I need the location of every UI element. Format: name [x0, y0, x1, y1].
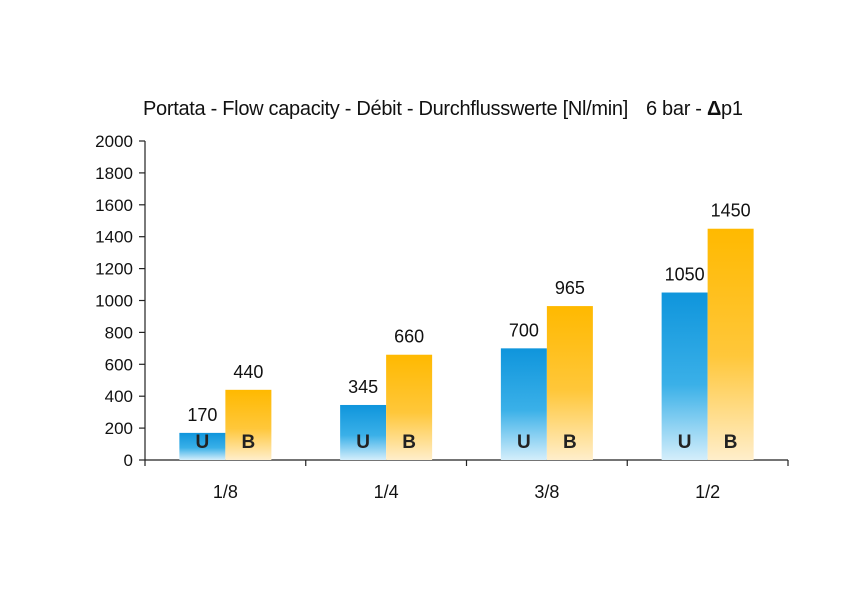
series-letter: B	[402, 432, 416, 453]
y-tick-label: 200	[105, 419, 133, 438]
chart-bars	[179, 228, 754, 460]
chart-title: Portata - Flow capacity - Débit - Durchf…	[143, 98, 743, 121]
chart-subtitle-suffix: p1	[721, 98, 743, 120]
y-tick-label: 400	[105, 387, 133, 406]
y-tick-label: 1400	[95, 228, 133, 247]
series-letter: U	[517, 432, 531, 453]
y-tick-label: 600	[105, 355, 133, 374]
bar-u-3	[661, 292, 708, 460]
data-label: 1050	[665, 265, 705, 285]
data-label: 1450	[711, 201, 751, 221]
delta-symbol: Δ	[706, 98, 722, 120]
data-label: 700	[509, 320, 539, 340]
series-letter: U	[356, 432, 370, 453]
chart-title-main: Portata - Flow capacity - Débit - Durchf…	[143, 98, 628, 120]
chart-axes: 0 200 400 600 800 1000 1200 1400 1600 1800 2000	[95, 132, 789, 470]
series-letter: B	[563, 432, 577, 453]
bar-b-1	[386, 354, 433, 460]
series-letter: B	[724, 432, 738, 453]
y-tick-label: 0	[124, 451, 133, 470]
y-tick-label: 1200	[95, 260, 133, 279]
bar-b-0	[225, 389, 272, 460]
y-tick-label: 1600	[95, 196, 133, 215]
data-label: 965	[555, 278, 585, 298]
y-tick-label: 1800	[95, 164, 133, 183]
chart-subtitle-prefix: 6 bar -	[645, 98, 707, 120]
series-letter: U	[678, 432, 692, 453]
data-label: 660	[394, 327, 424, 347]
y-tick-label: 2000	[95, 132, 133, 151]
bar-b-3	[707, 228, 754, 460]
x-category-label: 3/8	[534, 482, 559, 502]
bar-b-2	[546, 306, 593, 460]
bar-u-0	[179, 432, 226, 460]
x-category-label: 1/4	[374, 482, 399, 502]
y-tick-label: 800	[105, 323, 133, 342]
series-letter: U	[196, 432, 210, 453]
bar-u-1	[340, 404, 387, 460]
chart-labels: 1/8 170 U 440 B 1/4 345 U 660 B 3/8 700 U 965 B 1/2 1050…	[187, 201, 750, 502]
data-label: 170	[187, 405, 217, 425]
y-tick-label: 1000	[95, 292, 133, 311]
bar-u-2	[500, 348, 547, 460]
series-letter: B	[242, 432, 256, 453]
x-category-label: 1/8	[213, 482, 238, 502]
data-label: 345	[348, 377, 378, 397]
data-label: 440	[233, 362, 263, 382]
x-category-label: 1/2	[695, 482, 720, 502]
